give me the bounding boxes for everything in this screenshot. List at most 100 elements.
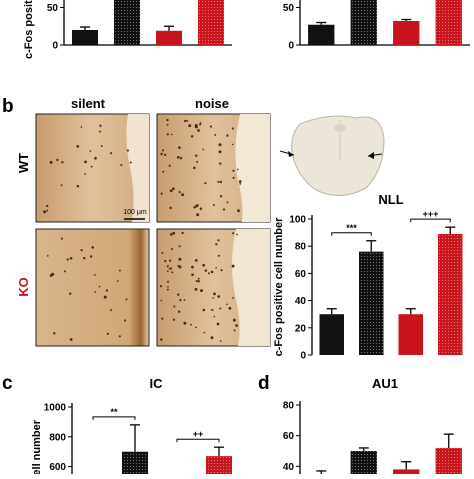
- stained-cell: [197, 277, 200, 280]
- stained-cell: [186, 119, 189, 122]
- significance-label: ***: [346, 223, 357, 233]
- stained-cell: [219, 307, 222, 310]
- stained-cell: [176, 293, 180, 296]
- stained-cell: [231, 127, 235, 130]
- stained-cell: [169, 206, 172, 210]
- stained-cell: [160, 192, 163, 195]
- stained-cell: [193, 166, 196, 170]
- stained-cell: [89, 150, 92, 152]
- stained-cell: [202, 263, 206, 267]
- stained-cell: [222, 208, 226, 211]
- bar: [398, 314, 423, 355]
- stained-cell: [60, 237, 63, 240]
- stained-cell: [84, 160, 87, 164]
- stained-cell: [199, 123, 202, 126]
- stained-cell: [195, 204, 198, 208]
- stained-cell: [103, 295, 107, 299]
- chart-nll: NLL 0 20 40 60 80 100 c-Fos positive cell numbe…: [273, 192, 463, 362]
- stained-cell: [129, 161, 132, 164]
- stained-cell: [99, 124, 102, 127]
- stained-cell: [126, 149, 130, 152]
- bar-group: [308, 0, 462, 45]
- stained-cell: [178, 245, 181, 248]
- stained-cell: [66, 258, 69, 261]
- stained-cell: [84, 173, 86, 175]
- stained-cell: [80, 126, 83, 128]
- stained-cell: [219, 162, 222, 165]
- stained-cell: [238, 180, 242, 183]
- arrow-icon-right: [367, 152, 383, 159]
- stained-cell: [202, 148, 205, 151]
- stained-cell: [160, 338, 163, 341]
- stained-cell: [166, 133, 169, 136]
- bar: [350, 0, 377, 45]
- stained-cell: [210, 308, 213, 311]
- bar: [197, 0, 225, 45]
- stained-cell: [80, 248, 83, 252]
- brainstem-slice-image: [291, 115, 385, 196]
- significance-label: ++: [193, 429, 204, 439]
- chart-au1: d AU1 40 60 80: [258, 373, 462, 474]
- stained-cell: [110, 309, 113, 312]
- stained-cell: [177, 310, 181, 313]
- significance-label: +++: [423, 209, 439, 219]
- significance-bracket: [410, 218, 451, 223]
- stained-cell: [61, 161, 64, 164]
- y-tick-label: 60: [295, 269, 307, 280]
- stained-cell: [215, 243, 218, 246]
- stained-cell: [236, 233, 238, 236]
- stained-cell: [160, 152, 163, 156]
- column-label-noise: noise: [195, 96, 229, 111]
- stained-cell: [94, 156, 97, 160]
- stained-cell: [94, 291, 97, 293]
- stained-cell: [166, 280, 170, 283]
- stained-cell: [172, 231, 176, 235]
- stained-cell: [231, 264, 235, 268]
- stained-cell: [194, 124, 198, 127]
- stained-cell: [194, 259, 198, 262]
- y-tick-label: 20: [295, 323, 307, 334]
- y-tick-label: 60: [283, 431, 295, 442]
- stained-cell: [190, 323, 192, 326]
- bar-group: [121, 424, 233, 474]
- stained-cell: [124, 319, 127, 322]
- stained-cell: [69, 292, 72, 295]
- stained-cell: [191, 273, 194, 277]
- stained-cell: [169, 233, 173, 236]
- y-tick-label: 50: [283, 3, 295, 14]
- stained-cell: [217, 254, 220, 257]
- y-tick-label: 0: [300, 351, 306, 362]
- stained-cell: [60, 184, 63, 187]
- stained-cell: [161, 149, 164, 152]
- stained-cell: [161, 317, 164, 320]
- stained-cell: [162, 170, 165, 173]
- stained-cell: [218, 150, 222, 154]
- micrograph-ko-noise: [156, 228, 271, 347]
- stained-cell: [207, 272, 210, 275]
- stained-cell: [46, 209, 49, 212]
- stained-cell: [116, 280, 119, 282]
- y-tick-label: 0: [288, 41, 294, 52]
- bar: [155, 30, 183, 45]
- column-label-silent: silent: [71, 96, 106, 111]
- stained-cell: [183, 299, 186, 301]
- y-axis-label: ve cell number: [31, 419, 43, 474]
- stained-cell: [170, 247, 173, 251]
- stained-cell: [191, 265, 194, 269]
- stained-cell: [228, 306, 232, 310]
- y-tick-label: 80: [295, 242, 307, 253]
- significance-label: **: [110, 407, 118, 417]
- stained-cell: [110, 152, 113, 155]
- stained-cell: [169, 267, 173, 270]
- stained-cell: [212, 204, 215, 206]
- stained-cell: [161, 251, 164, 254]
- stained-cell: [209, 125, 212, 128]
- stained-cell: [184, 119, 187, 123]
- stained-cell: [166, 118, 169, 122]
- stained-cell: [178, 190, 181, 194]
- chart-top-right: 0 50: [283, 0, 470, 52]
- stained-cell: [190, 135, 194, 138]
- stained-cell: [218, 143, 222, 147]
